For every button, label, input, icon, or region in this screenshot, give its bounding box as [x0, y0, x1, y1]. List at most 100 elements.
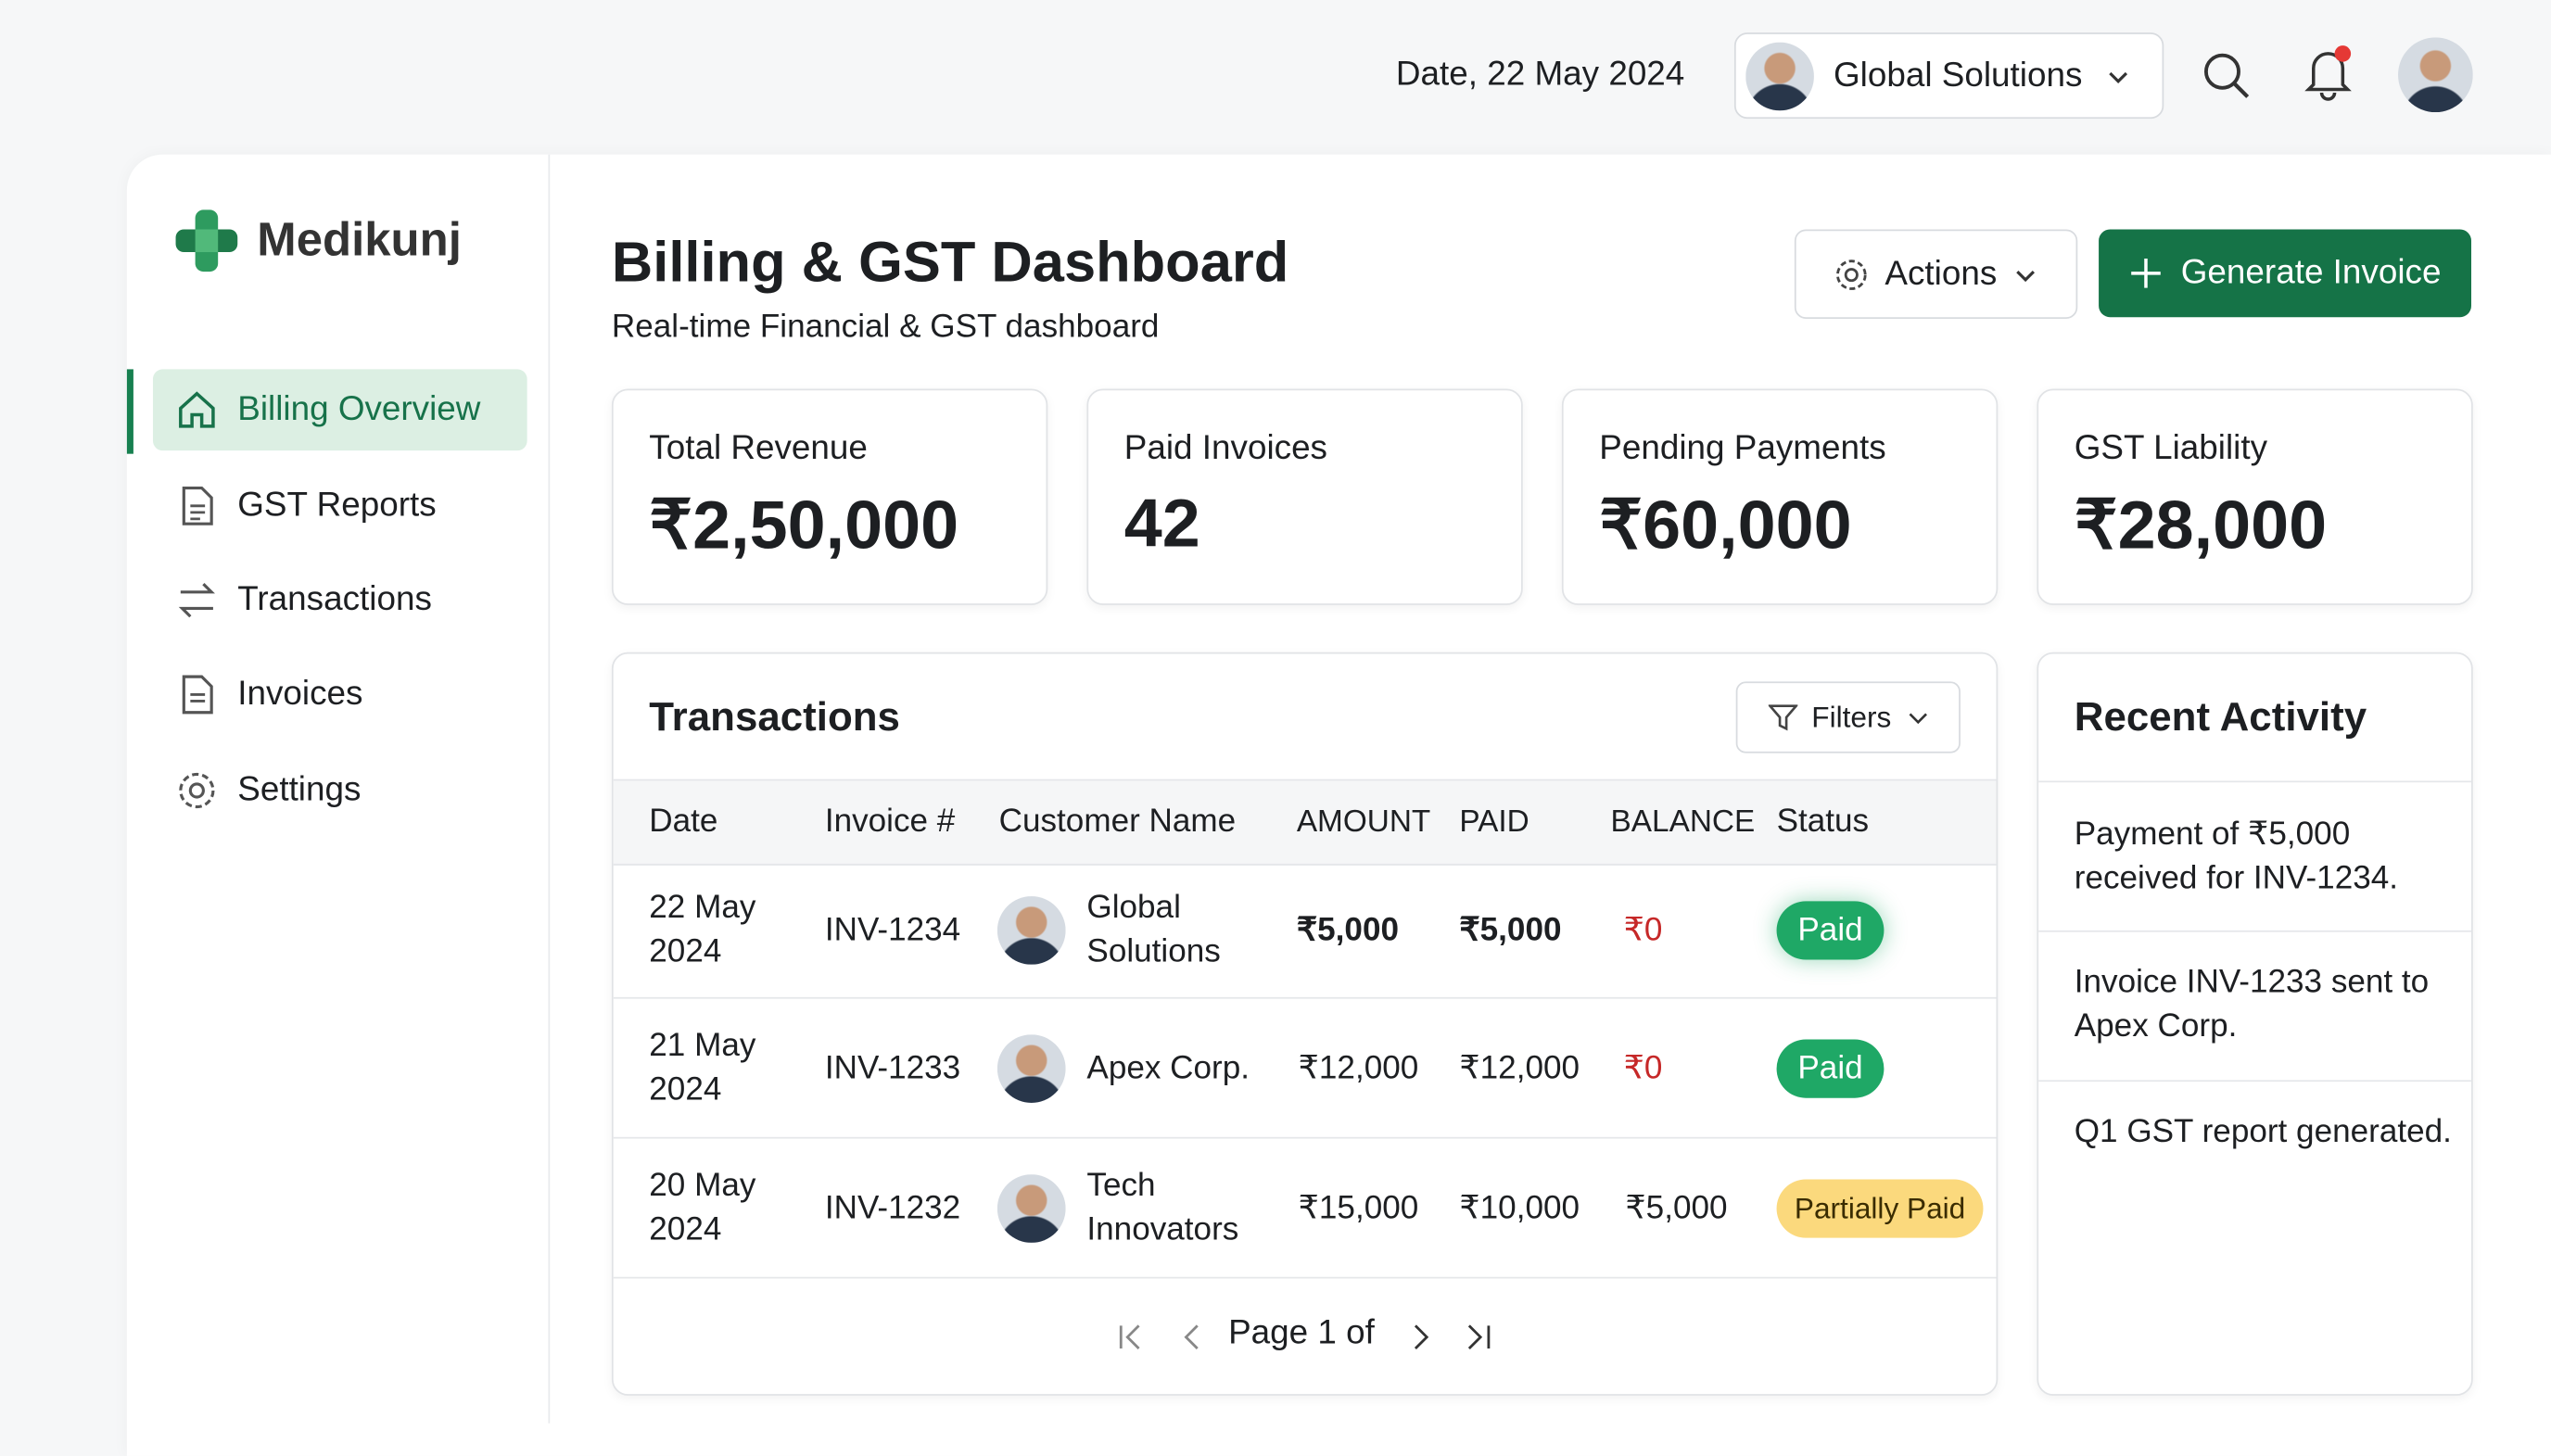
cell-invoice: INV-1234 [824, 912, 961, 949]
nav-label: Invoices [237, 675, 363, 713]
table-row[interactable]: 22 May 2024 INV-1234 Global Solutions ₹5… [613, 863, 1997, 999]
sidebar-divider [548, 154, 551, 1424]
notification-icon[interactable] [2301, 43, 2356, 101]
section-title: Recent Activity [2074, 694, 2367, 741]
column-header: AMOUNT [1296, 804, 1431, 840]
filters-button[interactable]: Filters [1735, 681, 1961, 753]
divider [2038, 1080, 2471, 1083]
first-page[interactable] [1114, 1321, 1147, 1353]
kpi-card: Paid Invoices 42 [1086, 388, 1523, 605]
kpi-label: Total Revenue [649, 429, 868, 467]
cell-amount: ₹12,000 [1298, 1050, 1419, 1087]
status-pill: Paid [1776, 1039, 1885, 1098]
cell-customer: Global Solutions [1086, 890, 1221, 970]
column-header: Customer Name [998, 804, 1237, 840]
active-indicator [126, 369, 133, 454]
last-page[interactable] [1463, 1321, 1495, 1353]
table-header: Date Invoice # Customer Name AMOUNT PAID… [613, 779, 1997, 866]
kpi-label: GST Liability [2074, 429, 2268, 467]
invoice-icon [182, 675, 213, 715]
button-label: Filters [1811, 700, 1892, 733]
nav-label: GST Reports [237, 486, 437, 525]
nav-label: Settings [237, 770, 362, 809]
cell-paid: ₹10,000 [1459, 1190, 1580, 1227]
kpi-value: 42 [1123, 485, 1200, 562]
nav-item[interactable]: Settings [153, 750, 527, 831]
cell-balance: ₹0 [1623, 1050, 1663, 1087]
generate-invoice-button[interactable]: Generate Invoice [2099, 229, 2471, 318]
activity-item: Payment of ₹5,000 received for INV-1234. [2074, 817, 2399, 897]
next-page[interactable] [1404, 1321, 1437, 1353]
page-title: Billing & GST Dashboard [611, 231, 1289, 295]
company-name: Global Solutions [1833, 56, 2083, 94]
cell-amount: ₹15,000 [1298, 1190, 1419, 1227]
company-avatar [1745, 41, 1814, 110]
customer-avatar [996, 1174, 1066, 1243]
cell-date: 20 May 2024 [649, 1168, 756, 1248]
user-avatar[interactable] [2398, 37, 2473, 113]
button-label: Actions [1885, 254, 1998, 293]
table-row[interactable]: 21 May 2024 INV-1233 Apex Corp. ₹12,000 … [613, 996, 1997, 1139]
button-label: Generate Invoice [2180, 253, 2442, 292]
divider [2038, 930, 2471, 932]
chevron [1908, 713, 1927, 725]
cell-paid: ₹12,000 [1459, 1050, 1580, 1087]
kpi-value: ₹2,50,000 [649, 486, 959, 563]
nav-item[interactable]: Billing Overview [152, 369, 527, 451]
plus-icon [2130, 259, 2160, 288]
page-indicator: Page 1 of [1228, 1314, 1375, 1352]
transfer-icon [178, 582, 215, 618]
cell-invoice: INV-1232 [824, 1190, 961, 1227]
transactions-card: Transactions Filters Date Invoice # Cust… [611, 652, 1999, 1396]
page-subtitle: Real-time Financial & GST dashboard [611, 309, 1160, 346]
nav-item[interactable]: Invoices [153, 654, 527, 736]
previous-page[interactable] [1176, 1321, 1209, 1353]
column-header: Date [649, 804, 718, 840]
activity-item: Invoice INV-1233 sent to Apex Corp. [2074, 964, 2430, 1045]
nav-item[interactable]: Transactions [153, 560, 527, 641]
gear-icon [1835, 259, 1866, 290]
column-header: BALANCE [1610, 804, 1756, 840]
app: Date, 22 May 2024 Global Solutions Medik… [126, 32, 2473, 1424]
date-label: Date, 22 May 2024 [1395, 55, 1685, 94]
divider [2038, 780, 2471, 783]
kpi-card: GST Liability ₹28,000 [2037, 388, 2473, 605]
cell-balance: ₹0 [1623, 912, 1663, 949]
activity-item: Q1 GST report generated. [2074, 1114, 2452, 1150]
table-row[interactable]: 20 May 2024 INV-1232 Tech Innovators ₹15… [613, 1136, 1997, 1279]
pagination: Page 1 of [613, 1276, 1997, 1394]
settings-icon [179, 772, 215, 809]
nav-item[interactable]: GST Reports [153, 465, 527, 547]
filter-icon [1767, 704, 1797, 731]
company-switcher[interactable]: Global Solutions [1733, 32, 2164, 120]
cell-customer: Tech Innovators [1086, 1168, 1239, 1248]
nav-label: Transactions [237, 580, 432, 618]
brand-logo [175, 209, 238, 272]
kpi-value: ₹60,000 [1599, 486, 1852, 563]
kpi-card: Pending Payments ₹60,000 [1561, 388, 1999, 605]
kpi-card: Total Revenue ₹2,50,000 [611, 388, 1048, 605]
status-pill: Paid [1776, 901, 1885, 960]
status-pill: Partially Paid [1776, 1179, 1984, 1238]
brand-name: Medikunj [257, 214, 462, 267]
column-header: PAID [1459, 804, 1529, 840]
cell-balance: ₹5,000 [1625, 1190, 1728, 1227]
activity-card: Recent Activity Payment of ₹5,000 receiv… [2037, 652, 2473, 1396]
column-header: Invoice # [824, 804, 956, 840]
chevron [2109, 70, 2127, 83]
cell-customer: Apex Corp. [1086, 1050, 1250, 1087]
cell-paid: ₹5,000 [1459, 912, 1562, 949]
kpi-value: ₹28,000 [2074, 486, 2328, 563]
cell-invoice: INV-1233 [824, 1050, 961, 1087]
customer-avatar [996, 896, 1066, 965]
actions-button[interactable]: Actions [1794, 229, 2078, 319]
search-icon[interactable] [2202, 50, 2253, 102]
cell-date: 22 May 2024 [649, 890, 756, 970]
section-title: Transactions [649, 694, 900, 741]
cell-amount: ₹5,000 [1296, 912, 1400, 949]
chevron [2016, 270, 2036, 282]
report-icon [182, 486, 213, 525]
home-icon [179, 391, 215, 428]
cell-date: 21 May 2024 [649, 1028, 756, 1108]
column-header: Status [1776, 804, 1870, 840]
